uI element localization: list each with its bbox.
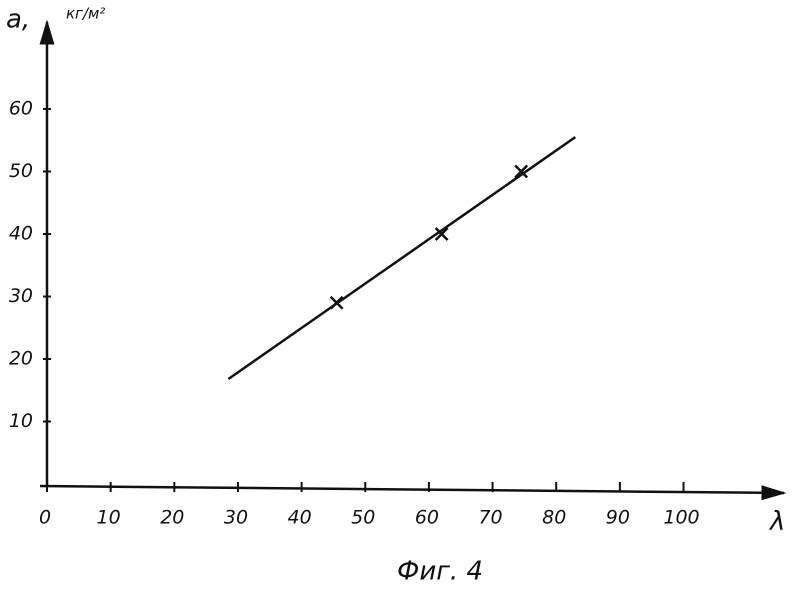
x-axis-label: λ: [768, 507, 785, 537]
x-tick-label: 40: [288, 507, 312, 529]
x-tick-label: 80: [542, 507, 566, 529]
y-tick-label: 50: [9, 160, 33, 182]
y-tick-label: 10: [9, 410, 33, 432]
x-tick-label: 90: [606, 507, 630, 529]
x-tick-label: 30: [224, 507, 248, 529]
data-point: [331, 297, 343, 309]
y-tick-label: 30: [9, 285, 33, 307]
x-tick-label: 100: [663, 507, 699, 529]
caption: Фиг. 4: [397, 557, 483, 587]
chart: а, кг/м² λ Фиг. 4 10 20 30 40 50 60 0 10 20 30 40 5…: [0, 0, 800, 591]
y-axis-label: а,: [6, 5, 30, 35]
x-tick-label: 0: [39, 507, 51, 529]
x-tick-label: 50: [351, 507, 375, 529]
y-tick-label: 40: [9, 223, 33, 245]
x-tick-label: 60: [415, 507, 439, 529]
y-tick-label: 20: [9, 348, 33, 370]
x-axis: [40, 486, 784, 493]
x-tick-label: 70: [478, 507, 502, 529]
x-tick-label: 10: [97, 507, 121, 529]
x-tick-label: 20: [160, 507, 184, 529]
y-axis-unit: кг/м²: [66, 5, 105, 23]
y-tick-label: 60: [9, 98, 33, 120]
